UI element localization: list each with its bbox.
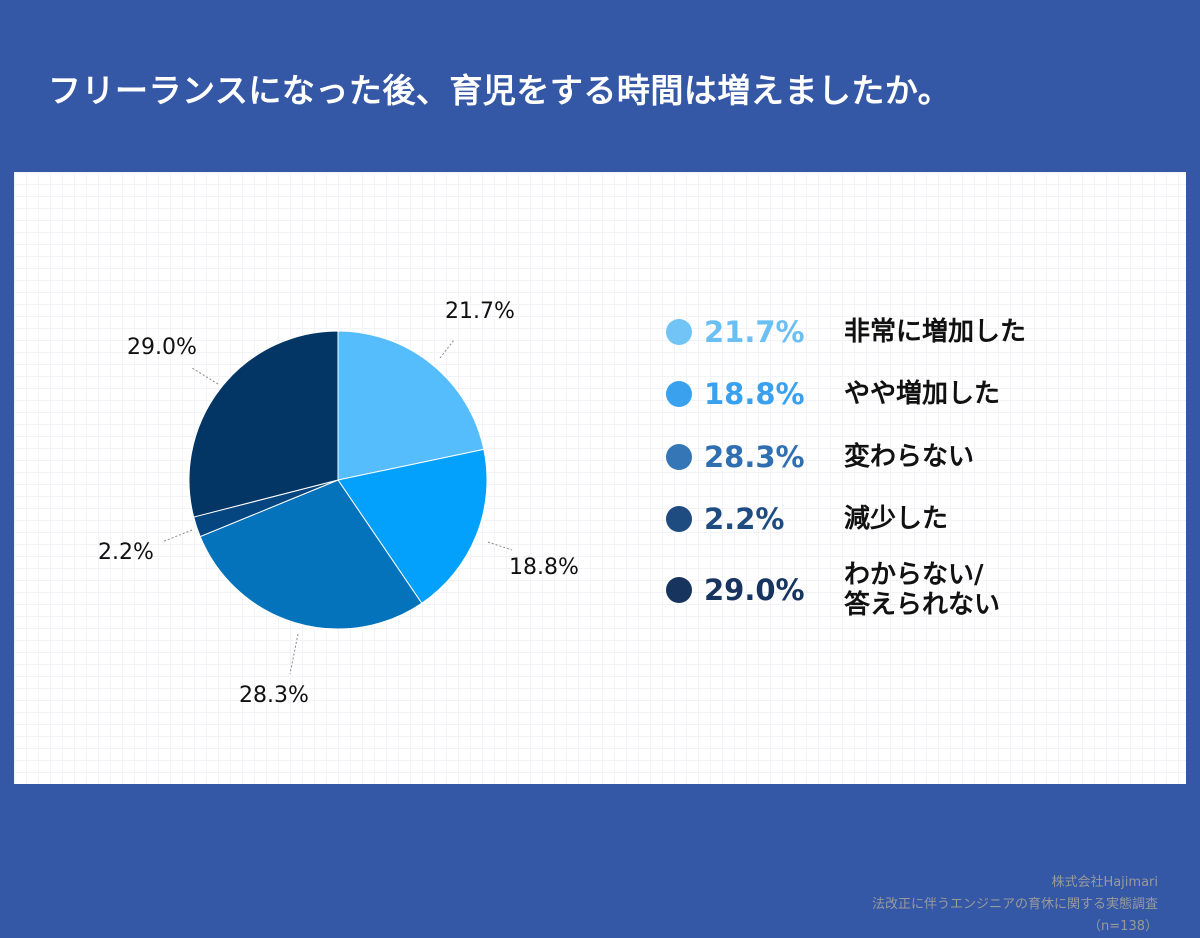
legend-dot [666, 577, 692, 603]
slice-label-slightly-increased: 18.8% [509, 555, 579, 580]
legend-item-slightly-increased: 18.8% やや増加した [666, 369, 1000, 419]
slice-label-decreased: 2.2% [98, 540, 154, 565]
leader-line-slightly-increased [487, 541, 513, 551]
slice-label-unchanged: 28.3% [239, 683, 309, 708]
legend-label: やや増加した [844, 379, 1001, 409]
legend-dot [666, 444, 692, 470]
legend-label: 非常に増加した [844, 317, 1027, 347]
pie-slice-slightly-increased [337, 448, 488, 604]
source-survey: 法改正に伴うエンジニアの育休に関する実態調査 [871, 897, 1158, 912]
chart-panel: 21.7% 18.8% 28.3% 2.2% 29.0% 21.7% 非常に増加した 1… [14, 172, 1186, 934]
source-company: 株式会社Hajimari [1051, 875, 1158, 890]
leader-line-very-increased [439, 339, 455, 359]
legend-item-decreased: 2.2% 減少した [666, 494, 948, 544]
legend-item-very-increased: 21.7% 非常に増加した [666, 307, 1026, 357]
legend-label: わからない/ 答えられない [844, 560, 1001, 620]
legend-label: 減少した [844, 504, 949, 534]
legend-dot [666, 319, 692, 345]
slice-label-very-increased: 21.7% [445, 299, 515, 324]
legend-label: 変わらない [844, 442, 975, 472]
legend-percent: 18.8% [704, 377, 805, 411]
pie-slice-unchanged [199, 479, 423, 630]
legend-percent: 21.7% [704, 315, 805, 349]
leader-line-unchanged [289, 633, 299, 675]
pie-slice-very-increased [337, 330, 485, 481]
legend-percent: 2.2% [704, 502, 785, 536]
slice-label-unknown: 29.0% [127, 335, 197, 360]
legend-item-unchanged: 28.3% 変わらない [666, 432, 974, 482]
leader-line-decreased [161, 529, 193, 543]
source-sample: （n=138） [1088, 919, 1158, 934]
page-title: フリーランスになった後、育児をする時間は増えましたか。 [48, 71, 952, 110]
source-note: 株式会社Hajimari 法改正に伴うエンジニアの育休に関する実態調査 （n=1… [872, 872, 1158, 938]
pie-slice-unknown [188, 330, 339, 518]
legend-item-unknown: 29.0% わからない/ 答えられない [666, 558, 1000, 622]
pie-chart: 21.7% 18.8% 28.3% 2.2% 29.0% [98, 299, 579, 708]
legend-dot [666, 381, 692, 407]
leader-line-unknown [191, 367, 219, 385]
legend-percent: 28.3% [704, 440, 805, 474]
legend-dot [666, 506, 692, 532]
legend-percent: 29.0% [704, 573, 805, 607]
